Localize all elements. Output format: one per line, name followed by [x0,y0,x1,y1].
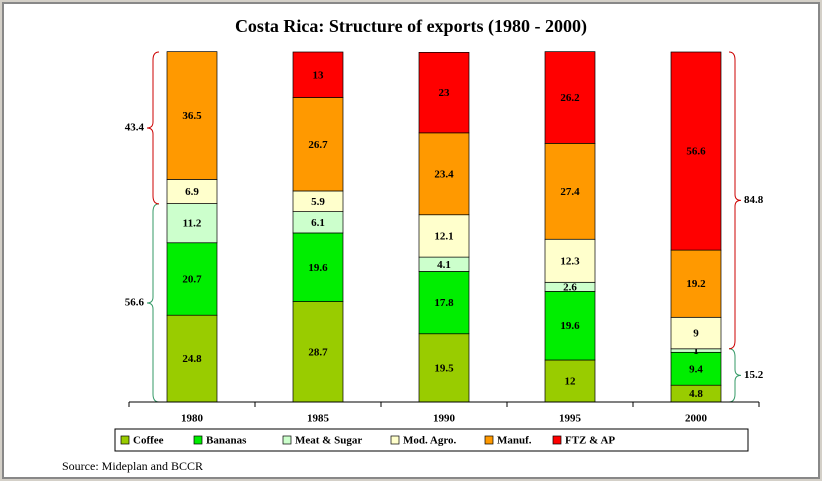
bracket-label: 15.2 [744,369,764,381]
x-tick-label: 2000 [685,413,708,425]
data-label: 26.7 [308,139,328,151]
legend-swatch [193,435,203,445]
data-label: 6.1 [311,217,325,229]
data-label: 17.8 [434,297,454,309]
data-label: 4.8 [689,388,703,400]
bracket [728,348,742,403]
bar-segment [166,203,218,244]
bar-segment [670,351,722,386]
legend-label: Bananas [206,435,247,447]
legend-label: Coffee [133,435,164,447]
data-label: 9.4 [689,363,703,375]
legend-swatch [390,435,400,445]
bar-segment [544,291,596,361]
data-label: 11.2 [183,218,202,230]
bar-segment [166,179,218,204]
legend-swatch [282,435,292,445]
bracket-label: 84.8 [744,194,764,206]
data-label: 28.7 [308,346,328,358]
data-label: 9 [693,328,699,340]
chart-title: Costa Rica: Structure of exports (1980 -… [235,16,587,37]
data-label: 36.5 [182,110,202,122]
bracket-label: 43.4 [125,121,145,133]
data-label: 12 [565,376,577,388]
bar-segment [166,51,218,180]
bar-segment [670,249,722,318]
data-label: 24.8 [182,353,202,365]
data-label: 12.1 [434,230,453,242]
bracket [146,203,160,403]
bar-segment [292,97,344,192]
data-label: 12.3 [560,255,580,267]
data-label: 6.9 [185,186,199,198]
bar-segment [292,301,344,403]
bracket [728,51,742,350]
bracket-label: 56.6 [125,296,145,308]
x-tick-label: 1995 [559,413,582,425]
legend-swatch [552,435,562,445]
bar-segment [544,238,596,283]
bar-segment [544,143,596,240]
data-label: 19.6 [308,262,328,274]
data-label: 4.1 [437,259,451,271]
data-label: 13 [313,69,325,81]
legend-label: Mod. Agro. [403,435,457,447]
bracket [146,51,160,205]
x-tick-label: 1985 [307,413,330,425]
bar-segment [292,51,344,98]
data-label: 23 [439,87,451,99]
data-label: 27.4 [560,186,580,198]
legend-label: FTZ & AP [565,435,615,447]
data-label: 5.9 [311,196,325,208]
bar-segment [670,51,722,251]
legend-box [114,428,749,452]
bar-segment [544,51,596,144]
data-label: 20.7 [182,274,202,286]
legend-label: Manuf. [497,435,532,447]
data-label: 26.2 [560,92,580,104]
data-label: 23.4 [434,168,454,180]
legend-swatch [120,435,130,445]
bar-segment [670,316,722,350]
data-label: 1 [693,345,699,357]
bar-segment [166,314,218,403]
bar-segment [418,271,470,335]
bar-segment [418,333,470,403]
source: Source: Mideplan and BCCR [62,459,203,473]
data-label: 56.6 [686,146,706,158]
data-label: 19.2 [686,278,706,290]
data-label: 2.6 [563,281,577,293]
legend-label: Meat & Sugar [295,435,362,447]
legend-swatch [484,435,494,445]
x-tick-label: 1990 [433,413,456,425]
data-label: 19.5 [434,362,454,374]
data-label: 19.6 [560,320,580,332]
bar-segment [418,51,470,134]
bar-segment [292,232,344,302]
x-tick-label: 1980 [181,413,204,425]
